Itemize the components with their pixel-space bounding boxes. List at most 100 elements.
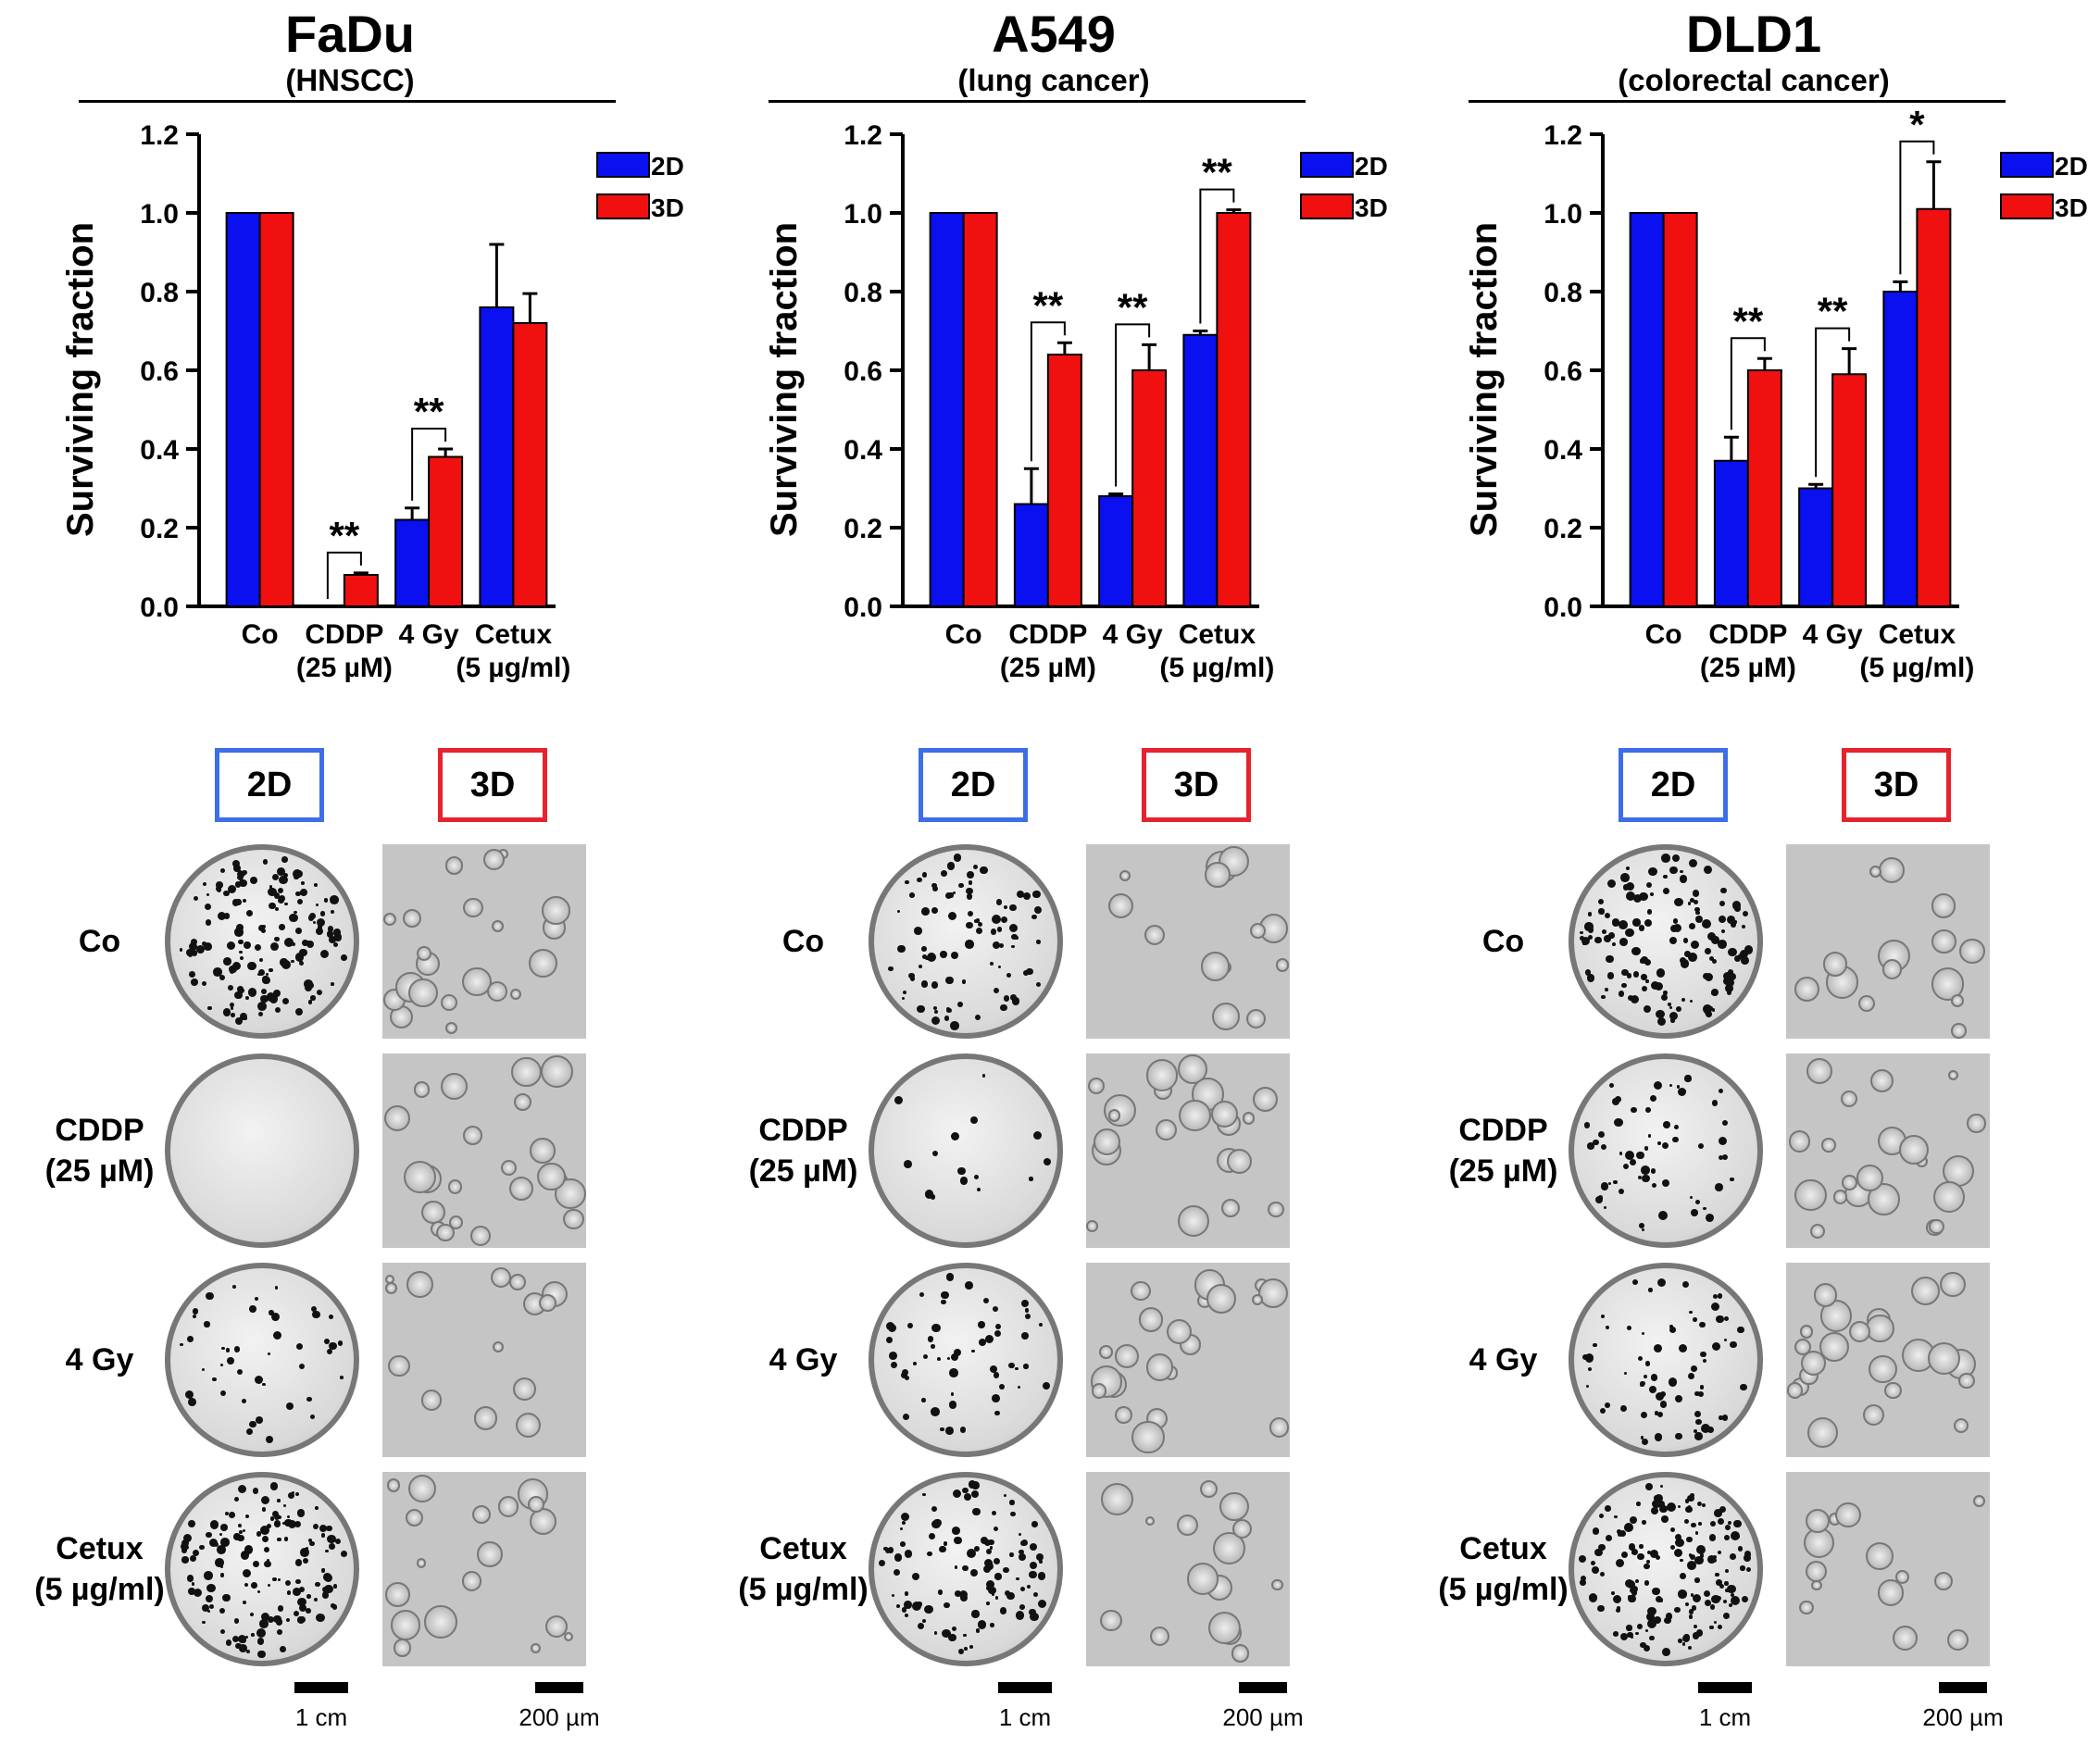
- spheroid-cell: [1150, 1627, 1170, 1647]
- spheroid-cell: [1252, 1087, 1278, 1112]
- colony-dot: [1692, 889, 1700, 897]
- spheroid-cell: [1187, 1563, 1219, 1595]
- colony-dot: [922, 954, 927, 959]
- row-label-line: (25 µM): [748, 1153, 858, 1189]
- colony-dot: [902, 1413, 909, 1420]
- bar-3d: [962, 212, 998, 607]
- spheroid-cell: [383, 912, 397, 926]
- spheroid-cell: [1894, 1569, 1909, 1584]
- spheroid-cell: [1250, 922, 1267, 940]
- colony-dot: [1606, 1325, 1610, 1330]
- colony-dot: [931, 980, 939, 989]
- colony-dot: [215, 1558, 225, 1567]
- x-tick-label: (25 µM): [296, 653, 393, 683]
- colony-dot: [235, 1017, 244, 1026]
- colony-dot: [1605, 1505, 1611, 1512]
- colony-dot: [1674, 1395, 1682, 1403]
- colony-dot: [1607, 1181, 1611, 1185]
- colony-dot: [1616, 1606, 1621, 1612]
- colony-dot: [265, 972, 269, 977]
- spheroid-cell: [513, 1377, 536, 1402]
- colony-dot: [952, 891, 956, 895]
- colony-dot: [1711, 1008, 1716, 1012]
- row-label: 4 Gy: [704, 1340, 903, 1380]
- colony-dot: [1651, 1587, 1660, 1596]
- colony-dot: [239, 987, 245, 993]
- colony-dot: [254, 1296, 258, 1301]
- colony-dot: [1637, 1355, 1644, 1362]
- colony-dot: [182, 1534, 193, 1543]
- colony-dot: [1043, 1158, 1052, 1166]
- colony-dot: [1644, 918, 1652, 927]
- row-label-line: 4 Gy: [1469, 1342, 1538, 1377]
- colony-dot: [216, 887, 222, 892]
- panel-title: FaDu: [285, 5, 415, 63]
- colony-dot: [959, 1176, 969, 1185]
- colony-dot: [323, 1573, 333, 1583]
- legend-swatch-2d: [2000, 152, 2054, 178]
- colony-dot: [919, 1291, 925, 1297]
- colony-dot: [1019, 1540, 1026, 1547]
- colony-dot: [1659, 1504, 1669, 1514]
- colony-dot: [1736, 1326, 1744, 1334]
- spheroid-cell: [407, 978, 438, 1008]
- colony-dot: [888, 1352, 897, 1361]
- colony-dot: [1022, 891, 1031, 901]
- colony-dot: [927, 953, 937, 963]
- colony-dot: [1702, 919, 1712, 929]
- colony-dot: [1711, 936, 1720, 944]
- colony-dot: [316, 1614, 325, 1623]
- colony-dot: [185, 1390, 194, 1400]
- colony-dot: [1648, 1385, 1656, 1393]
- colony-dot: [1711, 958, 1718, 965]
- spheroid-cell: [1220, 1199, 1241, 1218]
- colony-dot: [268, 1352, 271, 1356]
- bar-3d: [1831, 373, 1868, 607]
- colony-dot: [298, 1615, 306, 1623]
- colony-dot: [933, 1009, 938, 1015]
- colony-dot: [1639, 1223, 1645, 1229]
- row-label: CDDP (25 µM): [1404, 1110, 1603, 1191]
- colony-dot: [980, 866, 988, 875]
- legend-label: 2D: [651, 152, 684, 181]
- colony-dot: [1675, 1432, 1682, 1440]
- colony-dot: [1651, 1182, 1657, 1189]
- colony-dot: [1597, 898, 1604, 905]
- colony-dot: [220, 1346, 225, 1351]
- colony-dot: [249, 1613, 254, 1617]
- colony-dot: [1697, 1390, 1704, 1398]
- panel-title: DLD1: [1685, 5, 1822, 63]
- colony-dot: [1012, 997, 1020, 1005]
- spheroid-cell: [462, 966, 492, 996]
- spheroid-cell: [1931, 929, 1956, 954]
- colony-dot: [220, 1524, 228, 1531]
- colony-dot: [982, 1565, 991, 1574]
- colony-dot: [1602, 929, 1607, 935]
- spheroid-cell: [1931, 893, 1956, 918]
- colony-dot: [1673, 1548, 1682, 1557]
- colony-dot: [334, 1538, 341, 1544]
- legend-label: 3D: [1355, 193, 1388, 222]
- colony-dot: [1678, 1087, 1687, 1096]
- colony-dot: [1726, 990, 1732, 996]
- colony-dot: [1656, 1017, 1667, 1027]
- colony-dot: [180, 1342, 183, 1347]
- bar-2d: [1713, 459, 1749, 607]
- colony-dot: [1584, 1353, 1594, 1363]
- colony-dot: [195, 945, 205, 954]
- colony-dot: [1663, 991, 1668, 995]
- colony-dot: [1029, 1571, 1037, 1579]
- scale-label-micro: 200 µm: [1222, 1703, 1304, 1731]
- colony-dot: [891, 1593, 895, 1598]
- colony-dot: [201, 941, 207, 947]
- colony-dot: [277, 887, 283, 893]
- colony-dot: [1621, 982, 1627, 989]
- colony-dot: [986, 1549, 993, 1555]
- spheroid-cell: [1857, 994, 1876, 1013]
- colony-dot: [1037, 1599, 1046, 1608]
- colony-dot: [320, 950, 330, 959]
- colony-dot: [1031, 890, 1041, 899]
- colony-dot: [1690, 1593, 1694, 1598]
- colony-dot: [273, 1520, 281, 1527]
- colony-dot: [963, 1633, 967, 1638]
